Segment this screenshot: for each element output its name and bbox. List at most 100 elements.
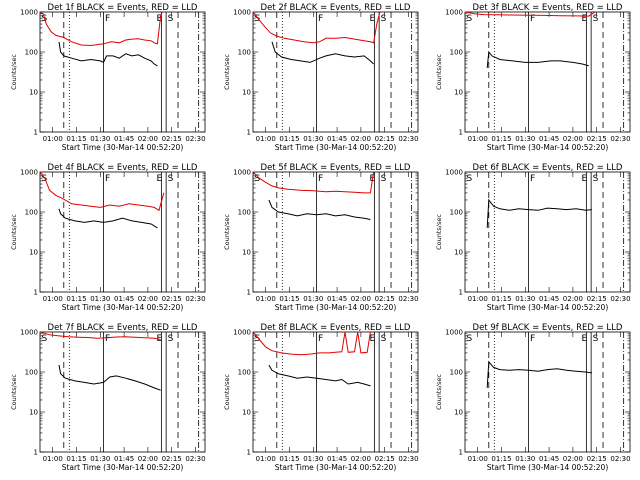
y-axis-label: Counts/sec [435, 214, 443, 250]
events-series-line [486, 50, 589, 68]
lld-series-line [40, 12, 163, 47]
plot-frame [39, 171, 206, 293]
s-marker-label: S [255, 174, 261, 184]
x-tick-label: 01:30 [90, 455, 110, 463]
detector-panel: Det 8f BLACK = Events, RED = LLD 1 10 100 10… [223, 323, 419, 472]
y-tick-label: 10 [454, 249, 463, 257]
plot-frame [464, 331, 631, 453]
x-axis-label: Start Time (30-Mar-14 00:52:20) [487, 143, 609, 152]
events-series-line [58, 364, 161, 391]
x-tick-label: 01:30 [515, 295, 535, 303]
s-marker-label-2: S [168, 14, 174, 24]
s-marker-label: S [467, 334, 473, 344]
plot-frame [464, 11, 631, 133]
x-axis-label: Start Time (30-Mar-14 00:52:20) [275, 143, 397, 152]
x-tick-label: 02:30 [398, 295, 418, 303]
x-tick-label: 02:00 [563, 135, 583, 143]
x-tick-label: 01:15 [66, 295, 86, 303]
s-marker-label: S [467, 14, 473, 24]
x-tick-label: 01:15 [491, 455, 511, 463]
x-tick-label: 02:15 [375, 135, 395, 143]
x-axis-label: Start Time (30-Mar-14 00:52:20) [62, 463, 184, 472]
x-tick-label: 01:00 [256, 455, 276, 463]
detector-panel: Det 2f BLACK = Events, RED = LLD 1 10 100 10… [223, 3, 419, 152]
f-marker-label: F [530, 334, 535, 344]
x-tick-label: 01:00 [43, 295, 63, 303]
x-tick-label: 02:15 [162, 455, 182, 463]
s-marker-label-2: S [381, 334, 387, 344]
y-tick-label: 1000 [233, 9, 251, 17]
x-tick-label: 02:30 [398, 455, 418, 463]
y-tick-label: 100 [450, 49, 463, 57]
x-tick-label: 01:45 [539, 135, 559, 143]
y-tick-label: 10 [242, 409, 251, 417]
x-tick-label: 01:00 [256, 295, 276, 303]
s-marker-label: S [255, 334, 261, 344]
x-tick-label: 02:00 [138, 135, 158, 143]
y-tick-label: 10 [242, 89, 251, 97]
e-marker-label: E [582, 174, 588, 184]
x-tick-label: 01:00 [43, 135, 63, 143]
events-series-line [268, 364, 371, 387]
x-tick-label: 01:45 [539, 295, 559, 303]
s-marker-label: S [42, 334, 48, 344]
s-marker-label-2: S [168, 334, 174, 344]
events-series-line [58, 208, 158, 229]
panel-title: Det 4f BLACK = Events, RED = LLD [48, 163, 198, 173]
x-tick-label: 01:45 [114, 295, 134, 303]
y-tick-label: 100 [450, 209, 463, 217]
s-marker-label: S [255, 14, 261, 24]
y-axis-label: Counts/sec [223, 54, 231, 90]
x-axis-label: Start Time (30-Mar-14 00:52:20) [487, 463, 609, 472]
s-marker-label: S [42, 174, 48, 184]
y-axis-label: Counts/sec [223, 214, 231, 250]
e-marker-label: E [157, 174, 163, 184]
y-tick-label: 1000 [20, 169, 38, 177]
y-tick-label: 1000 [445, 169, 463, 177]
y-tick-label: 100 [25, 49, 38, 57]
y-tick-label: 1 [34, 129, 38, 137]
detector-panel: Det 9f BLACK = Events, RED = LLD 1 10 100 10… [435, 323, 631, 472]
s-marker-label: S [467, 174, 473, 184]
f-marker-label: F [318, 334, 323, 344]
y-tick-label: 1 [247, 449, 251, 457]
detector-panel: Det 1f BLACK = Events, RED = LLD 1 10 100 10… [10, 3, 206, 152]
x-tick-label: 02:30 [185, 455, 205, 463]
detector-panel: Det 3f BLACK = Events, RED = LLD 1 10 100 10… [435, 3, 631, 152]
lld-series-line [253, 332, 371, 356]
y-tick-label: 10 [29, 89, 38, 97]
x-tick-label: 02:15 [162, 135, 182, 143]
x-tick-label: 02:00 [563, 455, 583, 463]
y-tick-label: 100 [25, 209, 38, 217]
x-tick-label: 01:45 [327, 135, 347, 143]
y-tick-label: 1000 [233, 169, 251, 177]
x-tick-label: 01:00 [468, 135, 488, 143]
x-axis-label: Start Time (30-Mar-14 00:52:20) [275, 303, 397, 312]
plot-frame [464, 171, 631, 293]
y-tick-label: 10 [29, 409, 38, 417]
x-tick-label: 01:00 [256, 135, 276, 143]
x-tick-label: 01:30 [515, 455, 535, 463]
x-tick-label: 01:15 [279, 135, 299, 143]
x-tick-label: 02:30 [610, 455, 630, 463]
y-tick-label: 1 [459, 449, 463, 457]
y-tick-label: 1000 [445, 9, 463, 17]
plot-frame [252, 171, 419, 293]
events-series-line [486, 360, 592, 388]
plot-frame [39, 11, 206, 133]
detector-panel: Det 6f BLACK = Events, RED = LLD 1 10 100 10… [435, 163, 631, 312]
x-axis-label: Start Time (30-Mar-14 00:52:20) [62, 143, 184, 152]
e-marker-label: E [582, 14, 588, 24]
f-marker-label: F [318, 174, 323, 184]
y-axis-label: Counts/sec [10, 214, 18, 250]
y-tick-label: 10 [29, 249, 38, 257]
x-tick-label: 01:30 [90, 295, 110, 303]
y-axis-label: Counts/sec [435, 374, 443, 410]
x-tick-label: 01:30 [515, 135, 535, 143]
lld-series-line [465, 12, 596, 17]
y-axis-label: Counts/sec [223, 374, 231, 410]
plot-frame [252, 11, 419, 133]
lld-series-line [40, 172, 165, 212]
y-tick-label: 100 [238, 49, 251, 57]
x-tick-label: 02:00 [351, 135, 371, 143]
